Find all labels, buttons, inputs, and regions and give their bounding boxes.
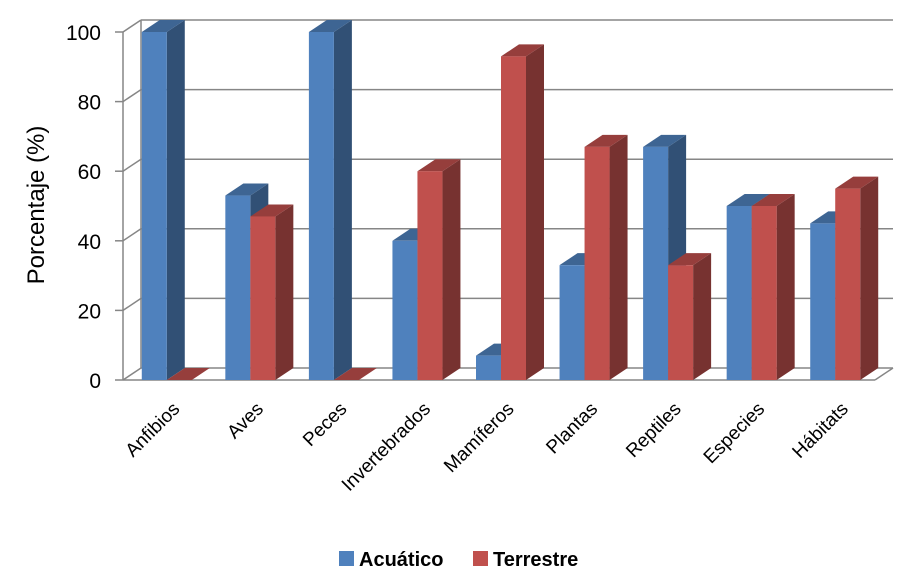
bar-front: [417, 171, 443, 380]
gridline-side: [122, 158, 142, 172]
gridline-side: [122, 88, 142, 103]
y-tick-labels: 0 20 40 60 80 100: [66, 22, 101, 393]
bar-top: [308, 20, 352, 32]
bar-front: [643, 146, 669, 380]
bar-top: [250, 204, 294, 217]
bar-side: [526, 44, 544, 381]
bar-front: [668, 265, 694, 380]
legend-swatch: [473, 551, 488, 566]
legend-swatch: [339, 551, 354, 566]
bar-side: [442, 159, 461, 380]
bar: [668, 253, 712, 380]
x-category-label: Invertebrados: [338, 399, 435, 496]
bar-side: [860, 176, 879, 380]
bar-side: [166, 20, 185, 380]
bar: [751, 194, 795, 380]
x-category-label: Especies: [700, 399, 769, 468]
bar-top: [751, 194, 795, 206]
bar-front: [392, 240, 418, 380]
bar-front: [726, 206, 752, 380]
y-tick-label: 40: [78, 231, 101, 254]
bar-side: [693, 253, 712, 380]
x-category-label: Aves: [223, 399, 267, 443]
bar-top: [333, 368, 377, 380]
bar-top: [225, 183, 269, 196]
bar-front: [308, 32, 334, 380]
y-tick-label: 80: [78, 92, 101, 115]
x-category-label: Peces: [299, 399, 351, 451]
x-category-label: Reptiles: [622, 399, 685, 462]
bar-front: [141, 32, 167, 380]
bar-side: [333, 20, 352, 380]
bar-side: [609, 134, 628, 380]
x-category-label: Anfibios: [122, 399, 185, 462]
bar-top: [417, 159, 461, 172]
bar: [250, 204, 294, 380]
bar: [308, 20, 352, 380]
bar: [835, 176, 879, 380]
bar-top: [584, 134, 628, 147]
bar: [417, 159, 461, 380]
y-axis-title: Porcentaje (%): [23, 126, 50, 285]
y-tick-label: 60: [78, 161, 101, 184]
gridline-side: [122, 19, 142, 33]
legend: Acuático Terrestre: [339, 549, 578, 571]
bar-top: [141, 20, 185, 32]
y-tick-label: 20: [78, 300, 101, 323]
x-category-label: Hábitats: [789, 399, 853, 463]
bar-front: [250, 216, 276, 380]
bar: [166, 368, 210, 380]
bar-front: [810, 223, 836, 380]
legend-label: Acuático: [359, 549, 443, 571]
floor-right-edge: [874, 367, 894, 381]
bar-front: [751, 206, 777, 380]
gridline-side: [122, 228, 142, 242]
x-category-label: Plantas: [542, 399, 602, 459]
bars: [141, 20, 879, 381]
legend-label: Terrestre: [493, 549, 578, 571]
bar-top: [835, 176, 879, 189]
legend-item: Acuático: [339, 549, 443, 571]
y-tick-label: 100: [66, 22, 101, 45]
bar-front: [225, 195, 251, 380]
bar-side: [275, 204, 294, 380]
bar-top: [501, 44, 544, 57]
bar-front: [835, 188, 861, 380]
y-tick-label: 0: [89, 370, 101, 393]
bar-front: [559, 265, 585, 380]
bar-top: [668, 253, 712, 266]
bar-front: [584, 146, 610, 380]
bar: [141, 20, 185, 380]
bar-side: [776, 194, 795, 380]
legend-item: Terrestre: [473, 549, 578, 571]
bar: [501, 44, 544, 381]
bar-front: [476, 355, 501, 380]
bar-top: [726, 194, 770, 206]
bar-top: [166, 368, 210, 380]
bar: [584, 134, 628, 380]
gridline-side: [122, 367, 142, 381]
bar-top: [643, 134, 687, 147]
bar-front: [501, 56, 526, 381]
gridline-side: [122, 297, 142, 312]
bar: [333, 368, 377, 380]
x-category-label: Mamíferos: [440, 399, 518, 477]
